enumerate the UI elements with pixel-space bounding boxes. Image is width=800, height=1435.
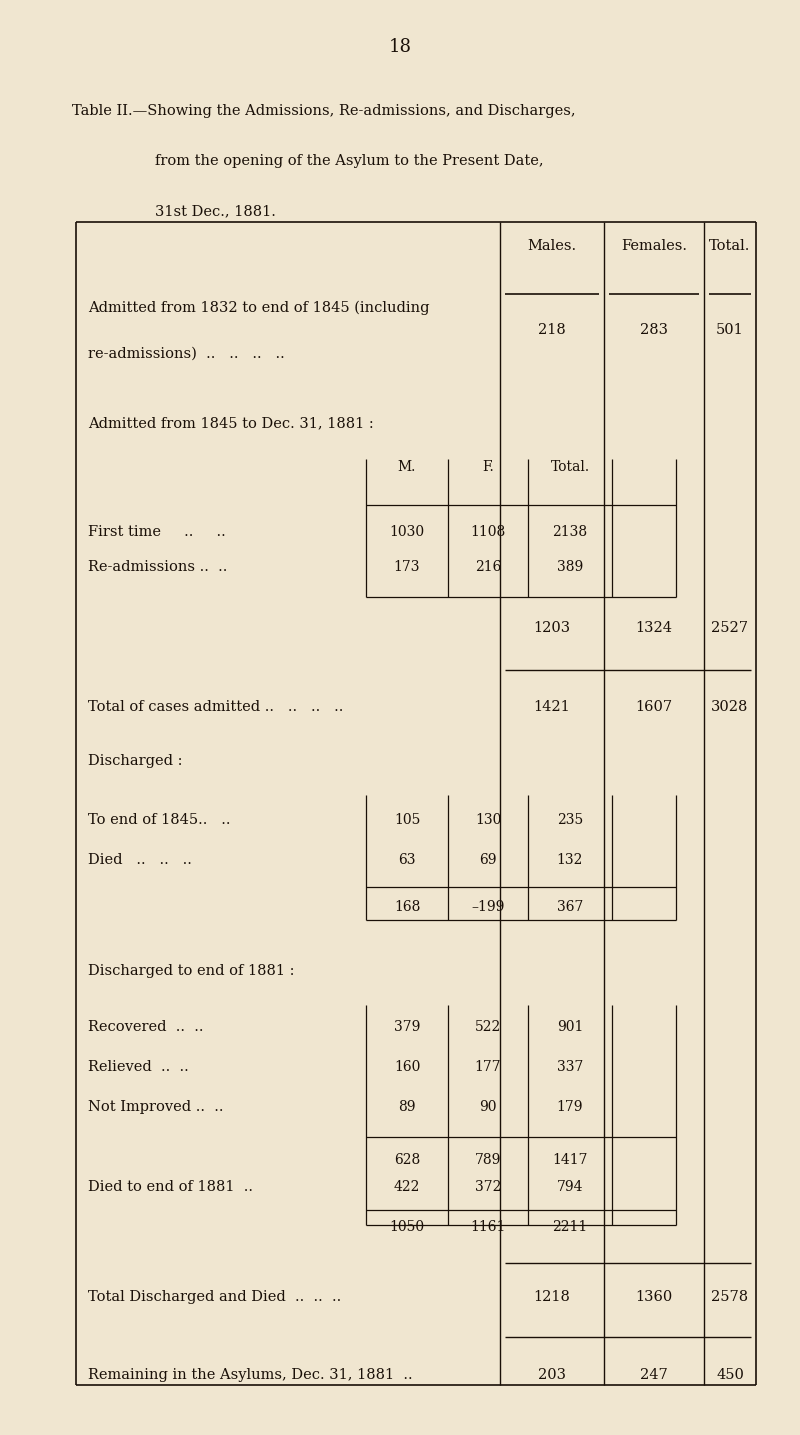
Text: 1108: 1108 (470, 525, 506, 540)
Text: 132: 132 (557, 854, 583, 867)
Text: 2138: 2138 (553, 525, 587, 540)
Text: 901: 901 (557, 1020, 583, 1035)
Text: 1161: 1161 (470, 1220, 506, 1234)
Text: Total.: Total. (550, 461, 590, 475)
Text: 628: 628 (394, 1154, 420, 1168)
Text: 130: 130 (475, 814, 501, 828)
Text: re-admissions)  ..   ..   ..   ..: re-admissions) .. .. .. .. (88, 346, 285, 360)
Text: 1030: 1030 (390, 525, 425, 540)
Text: 1421: 1421 (534, 700, 570, 715)
Text: 789: 789 (475, 1154, 501, 1168)
Text: 105: 105 (394, 814, 420, 828)
Text: Discharged :: Discharged : (88, 755, 182, 768)
Text: 31st Dec., 1881.: 31st Dec., 1881. (155, 204, 276, 218)
Text: 337: 337 (557, 1060, 583, 1075)
Text: 69: 69 (479, 854, 497, 867)
Text: Females.: Females. (621, 240, 687, 254)
Text: 422: 422 (394, 1181, 420, 1194)
Text: 1360: 1360 (635, 1290, 673, 1304)
Text: Relieved  ..  ..: Relieved .. .. (88, 1060, 189, 1075)
Text: 235: 235 (557, 814, 583, 828)
Text: Re-admissions ..  ..: Re-admissions .. .. (88, 561, 227, 574)
Text: 177: 177 (474, 1060, 502, 1075)
Text: 794: 794 (557, 1181, 583, 1194)
Text: M.: M. (398, 461, 416, 475)
Text: 1417: 1417 (552, 1154, 588, 1168)
Text: Died   ..   ..   ..: Died .. .. .. (88, 854, 192, 867)
Text: 168: 168 (394, 900, 420, 914)
Text: Table II.—Showing the Admissions, Re-admissions, and Discharges,: Table II.—Showing the Admissions, Re-adm… (72, 103, 576, 118)
Text: Males.: Males. (527, 240, 577, 254)
Text: from the opening of the Asylum to the Present Date,: from the opening of the Asylum to the Pr… (155, 154, 544, 168)
Text: 3028: 3028 (711, 700, 749, 715)
Text: 1607: 1607 (635, 700, 673, 715)
Text: –199: –199 (471, 900, 505, 914)
Text: 160: 160 (394, 1060, 420, 1075)
Text: 450: 450 (716, 1369, 744, 1382)
Text: 18: 18 (389, 37, 411, 56)
Text: Died to end of 1881  ..: Died to end of 1881 .. (88, 1181, 253, 1194)
Text: 1050: 1050 (390, 1220, 425, 1234)
Text: Discharged to end of 1881 :: Discharged to end of 1881 : (88, 964, 294, 979)
Text: Admitted from 1832 to end of 1845 (including: Admitted from 1832 to end of 1845 (inclu… (88, 301, 430, 316)
Text: 522: 522 (475, 1020, 501, 1035)
Text: 179: 179 (557, 1101, 583, 1115)
Text: 218: 218 (538, 323, 566, 337)
Text: 1324: 1324 (635, 621, 673, 636)
Text: 216: 216 (475, 561, 501, 574)
Text: 2527: 2527 (711, 621, 749, 636)
Text: 173: 173 (394, 561, 420, 574)
Text: Remaining in the Asylums, Dec. 31, 1881  ..: Remaining in the Asylums, Dec. 31, 1881 … (88, 1369, 413, 1382)
Text: First time     ..     ..: First time .. .. (88, 525, 226, 540)
Text: 2578: 2578 (711, 1290, 749, 1304)
Text: 379: 379 (394, 1020, 420, 1035)
Text: 372: 372 (475, 1181, 501, 1194)
Text: Recovered  ..  ..: Recovered .. .. (88, 1020, 203, 1035)
Text: 203: 203 (538, 1369, 566, 1382)
Text: 2211: 2211 (552, 1220, 588, 1234)
Text: 283: 283 (640, 323, 668, 337)
Text: 90: 90 (479, 1101, 497, 1115)
Text: 1218: 1218 (534, 1290, 570, 1304)
Text: Admitted from 1845 to Dec. 31, 1881 :: Admitted from 1845 to Dec. 31, 1881 : (88, 416, 374, 430)
Text: 501: 501 (716, 323, 744, 337)
Text: Total Discharged and Died  ..  ..  ..: Total Discharged and Died .. .. .. (88, 1290, 342, 1304)
Text: 1203: 1203 (534, 621, 570, 636)
Text: 367: 367 (557, 900, 583, 914)
Text: Total.: Total. (710, 240, 750, 254)
Text: Not Improved ..  ..: Not Improved .. .. (88, 1101, 223, 1115)
Text: F.: F. (482, 461, 494, 475)
Text: 63: 63 (398, 854, 416, 867)
Text: 389: 389 (557, 561, 583, 574)
Text: Total of cases admitted ..   ..   ..   ..: Total of cases admitted .. .. .. .. (88, 700, 343, 715)
Text: To end of 1845..   ..: To end of 1845.. .. (88, 814, 230, 828)
Text: 247: 247 (640, 1369, 668, 1382)
Text: 89: 89 (398, 1101, 416, 1115)
